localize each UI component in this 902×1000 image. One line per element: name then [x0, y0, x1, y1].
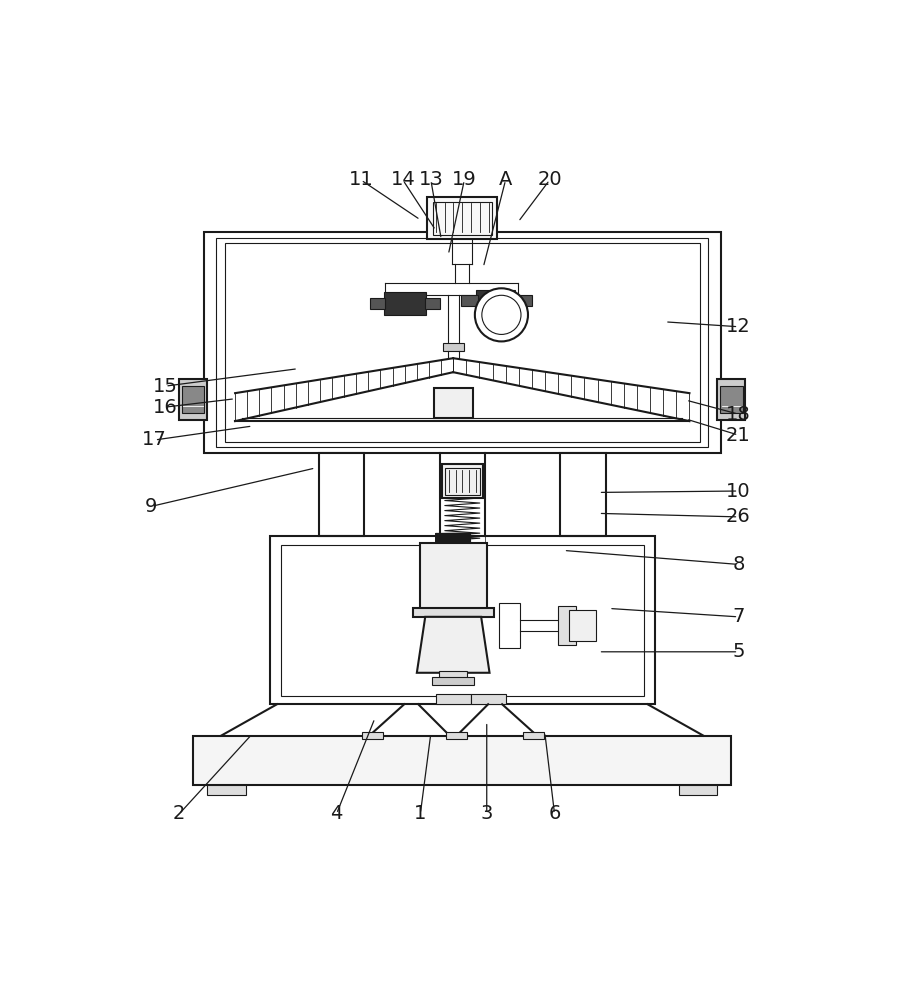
Polygon shape	[417, 617, 490, 673]
Bar	[568, 610, 596, 641]
Bar	[193, 736, 732, 785]
Bar	[439, 671, 467, 678]
Text: 8: 8	[732, 555, 744, 574]
Text: 17: 17	[143, 430, 167, 449]
Text: 15: 15	[152, 377, 178, 396]
Circle shape	[474, 288, 528, 341]
Bar	[432, 677, 474, 685]
Bar	[445, 468, 480, 495]
Bar	[442, 464, 483, 498]
Text: 14: 14	[391, 170, 415, 189]
Bar	[384, 292, 426, 315]
Text: 2: 2	[173, 804, 185, 823]
Bar	[558, 606, 575, 645]
Text: A: A	[499, 170, 512, 189]
Bar	[370, 298, 385, 309]
Bar	[216, 238, 708, 447]
Text: 1: 1	[414, 804, 427, 823]
Text: 16: 16	[152, 398, 178, 417]
Bar	[425, 298, 440, 309]
Text: 19: 19	[452, 170, 477, 189]
Bar	[720, 386, 742, 413]
Bar	[225, 243, 700, 442]
Bar	[436, 694, 471, 704]
Text: 4: 4	[330, 804, 343, 823]
Bar	[179, 379, 207, 420]
Bar	[560, 453, 605, 536]
Bar	[433, 202, 492, 235]
Text: 5: 5	[732, 642, 745, 661]
Bar	[319, 453, 364, 536]
Bar	[363, 732, 383, 739]
Bar	[412, 608, 493, 617]
Bar	[434, 388, 473, 418]
Circle shape	[482, 295, 521, 334]
Text: 6: 6	[548, 804, 561, 823]
Bar	[515, 295, 532, 306]
Bar	[207, 785, 245, 795]
Text: 3: 3	[481, 804, 492, 823]
Text: 13: 13	[419, 170, 443, 189]
Text: 10: 10	[726, 482, 750, 501]
Bar	[679, 785, 717, 795]
Bar	[717, 379, 745, 420]
Bar	[281, 545, 644, 696]
Text: 18: 18	[726, 405, 750, 424]
Bar	[270, 536, 655, 704]
Text: 26: 26	[726, 507, 750, 526]
Bar	[419, 543, 487, 613]
Text: 9: 9	[145, 497, 157, 516]
Text: 11: 11	[348, 170, 373, 189]
Text: 21: 21	[726, 426, 750, 445]
Text: 7: 7	[732, 607, 744, 626]
Bar	[428, 197, 497, 239]
Bar	[461, 295, 478, 306]
Bar	[182, 386, 205, 413]
Bar	[471, 694, 506, 704]
Bar	[523, 732, 544, 739]
Text: 20: 20	[538, 170, 562, 189]
Bar	[204, 232, 721, 453]
Bar	[446, 732, 467, 739]
Bar	[499, 603, 520, 648]
Text: 12: 12	[726, 317, 750, 336]
Bar	[476, 290, 515, 312]
Bar	[443, 343, 464, 351]
